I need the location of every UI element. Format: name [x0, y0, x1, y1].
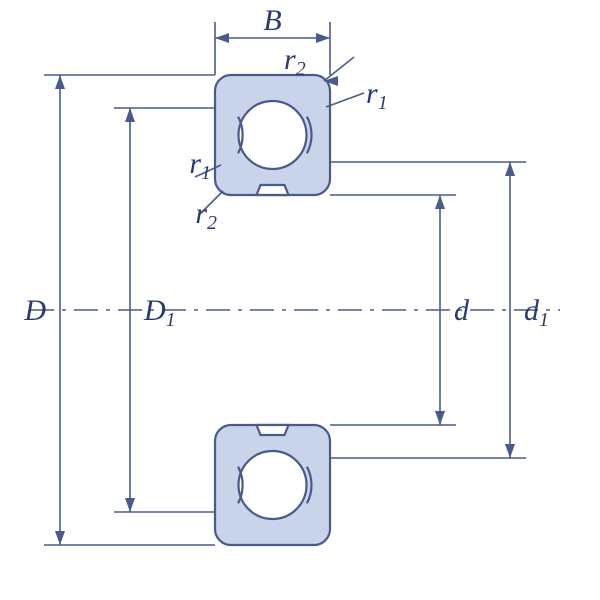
label-r1-left: r1 — [189, 147, 211, 184]
label-d1: d1 — [524, 294, 549, 331]
bottom-ring-section — [215, 425, 330, 545]
label-D: D — [23, 294, 46, 327]
label-D1: D1 — [143, 294, 176, 331]
label-d: d — [454, 294, 470, 327]
label-r2-top: r2 — [284, 43, 306, 80]
top-ring-section — [215, 75, 330, 195]
label-r1-right: r1 — [366, 77, 388, 114]
label-r2-bottom: r2 — [195, 197, 217, 234]
label-B: B — [263, 4, 281, 37]
